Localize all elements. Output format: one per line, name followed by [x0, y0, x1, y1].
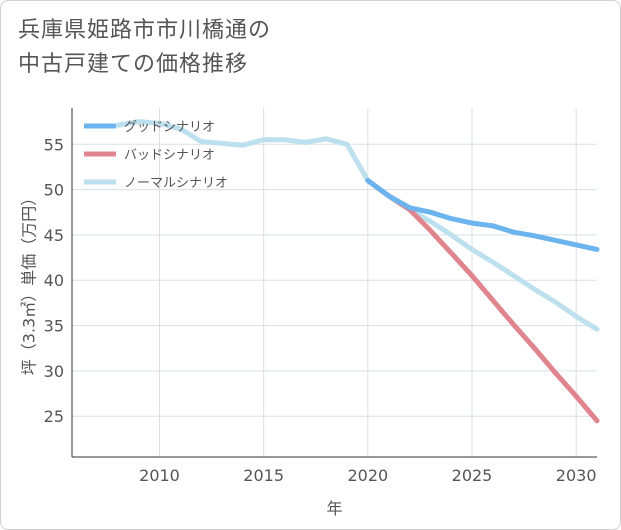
series-line-2: [115, 119, 600, 332]
y-tick-label: 45: [44, 226, 64, 245]
legend-label-1: バッドシナリオ: [124, 148, 215, 163]
grid-lines: [72, 108, 597, 457]
y-tick-label: 40: [44, 271, 64, 290]
y-tick-label: 25: [44, 407, 64, 426]
y-tick-label: 35: [44, 317, 64, 336]
x-axis-label: 年: [326, 499, 342, 518]
legend-label-2: ノーマルシナリオ: [124, 176, 228, 191]
chart-title-line-2: 中古戸建ての価格推移: [18, 52, 249, 77]
series-line-0: [365, 178, 600, 252]
x-tick-label: 2015: [243, 466, 284, 485]
x-tick-label: 2020: [347, 466, 388, 485]
y-tick-label: 50: [44, 181, 64, 200]
chart-title: 兵庫県姫路市市川橋通の 中古戸建ての価格推移: [18, 14, 271, 82]
tick-labels: 2010 2015 2020 2025 2030 25 30 35 40 45 50 55: [44, 135, 597, 485]
x-tick-label: 2025: [452, 466, 493, 485]
y-tick-label: 55: [44, 135, 64, 154]
chart-title-line-1: 兵庫県姫路市市川橋通の: [18, 18, 272, 43]
series-lines: [115, 119, 600, 424]
legend-label-0: グッドシナリオ: [124, 120, 215, 135]
series-line-1: [365, 178, 600, 424]
x-tick-label: 2030: [556, 466, 597, 485]
y-axis-label: 坪（3.3㎡）単価（万円）: [20, 190, 39, 375]
plot-frame: [71, 108, 597, 458]
x-tick-label: 2010: [139, 466, 180, 485]
y-tick-label: 30: [44, 362, 64, 381]
